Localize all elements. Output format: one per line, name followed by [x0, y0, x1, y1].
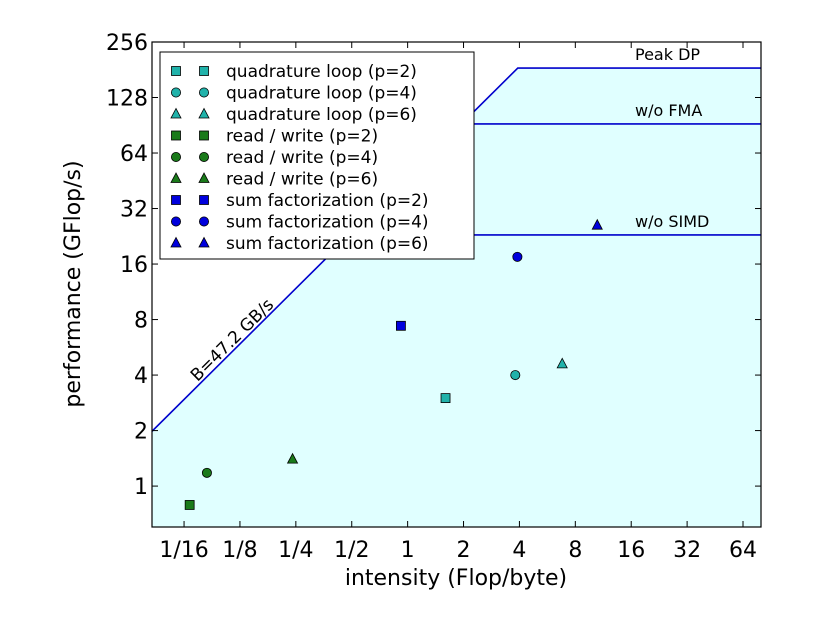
data-point [591, 218, 603, 230]
y-tick-label: 64 [120, 142, 148, 167]
x-tick-label: 16 [617, 538, 645, 563]
x-tick-label: 1/4 [278, 538, 313, 563]
legend-label: quadrature loop (p=2) [226, 62, 417, 82]
x-tick-label: 8 [568, 538, 582, 563]
ceiling-label: w/o FMA [635, 101, 702, 120]
data-point [201, 467, 212, 478]
legend-label: sum factorization (p=4) [226, 213, 429, 233]
data-point [440, 393, 451, 404]
legend-marker [170, 236, 182, 248]
ceiling-label: w/o SIMD [635, 212, 709, 231]
legend-marker [199, 195, 209, 205]
legend-marker [198, 172, 210, 183]
data-point [556, 357, 568, 369]
ceiling-label: Peak DP [635, 45, 700, 64]
legend-label: sum factorization (p=2) [226, 191, 429, 211]
legend-marker [171, 130, 181, 141]
data-point [510, 370, 521, 381]
legend-marker [198, 236, 210, 248]
y-axis-label: performance (GFlop/s) [61, 160, 86, 407]
data-point [184, 500, 195, 510]
legend-marker [199, 130, 209, 141]
roofline-peak-line [152, 67, 761, 432]
data-points [184, 218, 603, 510]
y-tick-label: 1 [134, 475, 148, 500]
x-tick-label: 1 [401, 538, 415, 563]
x-tick-label: 1/2 [334, 538, 369, 563]
y-tick-label: 2 [134, 420, 148, 445]
y-tick-label: 128 [106, 87, 148, 112]
y-tick-label: 4 [134, 364, 148, 389]
y-tick-label: 16 [120, 253, 148, 278]
x-tick-label: 32 [673, 538, 701, 563]
legend-box [159, 51, 475, 260]
data-point [512, 251, 523, 262]
data-point [396, 320, 406, 331]
legend: quadrature loop (p=2)quadrature loop (p=… [159, 51, 475, 260]
x-tick-label: 2 [457, 538, 471, 563]
legend-label: read / write (p=4) [226, 148, 378, 168]
legend-marker [170, 216, 181, 227]
legend-marker [198, 107, 210, 119]
axis-ticks: 1/16 1/8 1/4 1/2 1 2 4 8 16 32 64 1 2 4 8 16 32 64 128 256 [106, 31, 761, 563]
legend-marker [170, 107, 182, 119]
legend-marker [198, 216, 209, 227]
legend-marker [171, 66, 181, 76]
legend-label: sum factorization (p=6) [226, 234, 429, 254]
data-point [286, 452, 299, 464]
roofline-layer [152, 67, 761, 527]
y-tick-label: 8 [134, 309, 148, 334]
legend-marker [170, 87, 181, 98]
x-tick-label: 1/16 [159, 538, 208, 563]
legend-label: quadrature loop (p=4) [226, 84, 417, 104]
y-tick-label: 32 [120, 198, 148, 223]
x-tick-label: 64 [729, 538, 757, 563]
legend-marker [198, 87, 209, 98]
legend-marker [171, 195, 181, 205]
roofline-fill-region [152, 68, 761, 527]
legend-label: read / write (p=2) [226, 127, 378, 147]
legend-label: quadrature loop (p=6) [226, 105, 417, 125]
legend-marker [199, 66, 209, 76]
legend-marker [198, 151, 209, 162]
x-tick-label: 4 [512, 538, 526, 563]
legend-marker [170, 151, 181, 162]
x-tick-label: 1/8 [222, 538, 257, 563]
plot-frame [151, 41, 762, 528]
legend-label: read / write (p=6) [226, 170, 378, 190]
x-axis-label: intensity (Flop/byte) [345, 566, 567, 591]
y-tick-label: 256 [106, 31, 148, 56]
legend-marker [170, 172, 182, 183]
